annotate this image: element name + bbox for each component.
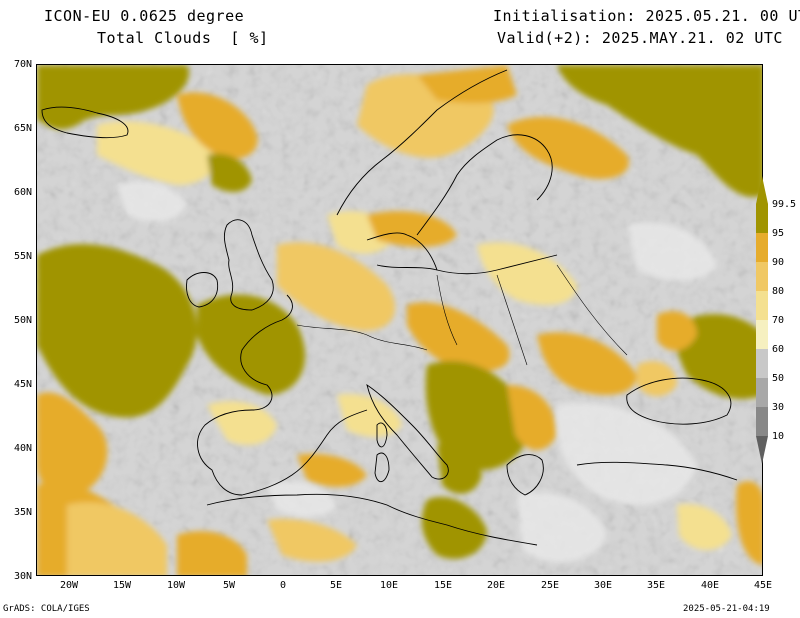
colorbar-bottom-triangle: [756, 436, 768, 464]
variable-title: Total Clouds [ %]: [97, 29, 269, 47]
lon-label: 40E: [700, 580, 720, 591]
colorbar-swatch: [756, 204, 768, 233]
lat-label: 70N: [13, 59, 32, 70]
model-title: ICON-EU 0.0625 degree: [44, 7, 245, 25]
footer-timestamp: 2025-05-21-04:19: [683, 604, 770, 614]
valid-time: Valid(+2): 2025.MAY.21. 02 UTC: [497, 29, 783, 47]
lat-label: 30N: [13, 571, 32, 582]
footer-credit: GrADS: COLA/IGES: [3, 604, 90, 614]
colorbar-label: 99.5: [772, 199, 797, 210]
lon-label: 20W: [59, 580, 79, 591]
colorbar-label: 80: [772, 286, 785, 297]
colorbar-top-triangle: [756, 176, 768, 204]
lat-label: 40N: [13, 443, 32, 454]
colorbar-swatch: [756, 262, 768, 291]
cloud-cover-map[interactable]: [36, 64, 763, 576]
lat-label: 55N: [13, 251, 32, 262]
lat-label: 50N: [13, 315, 32, 326]
colorbar: [756, 176, 768, 464]
colorbar-label: 70: [772, 315, 785, 326]
lon-label: 15W: [112, 580, 132, 591]
colorbar-swatch: [756, 320, 768, 349]
lat-label: 45N: [13, 379, 32, 390]
colorbar-swatch: [756, 233, 768, 262]
lon-label: 10W: [166, 580, 186, 591]
initialisation-time: Initialisation: 2025.05.21. 00 UTC: [493, 7, 800, 25]
lon-label: 20E: [486, 580, 506, 591]
lon-label: 10E: [379, 580, 399, 591]
lon-label: 35E: [646, 580, 666, 591]
colorbar-label: 10: [772, 431, 785, 442]
colorbar-swatch: [756, 349, 768, 378]
lon-label: 5E: [329, 580, 343, 591]
lon-label: 5W: [222, 580, 236, 591]
lon-label: 15E: [433, 580, 453, 591]
colorbar-label: 60: [772, 344, 785, 355]
map-canvas: [37, 65, 762, 575]
lon-label: 30E: [593, 580, 613, 591]
coastlines: [41, 69, 738, 546]
lat-label: 60N: [13, 187, 32, 198]
lon-label: 25E: [540, 580, 560, 591]
colorbar-label: 90: [772, 257, 785, 268]
lon-label: 45E: [753, 580, 773, 591]
cloud-field: [37, 65, 762, 575]
colorbar-label: 50: [772, 373, 785, 384]
lat-label: 65N: [13, 123, 32, 134]
colorbar-label: 95: [772, 228, 785, 239]
colorbar-swatch: [756, 407, 768, 436]
colorbar-swatch: [756, 291, 768, 320]
lat-label: 35N: [13, 507, 32, 518]
lon-label: 0: [279, 580, 287, 591]
colorbar-label: 30: [772, 402, 785, 413]
colorbar-swatch: [756, 378, 768, 407]
